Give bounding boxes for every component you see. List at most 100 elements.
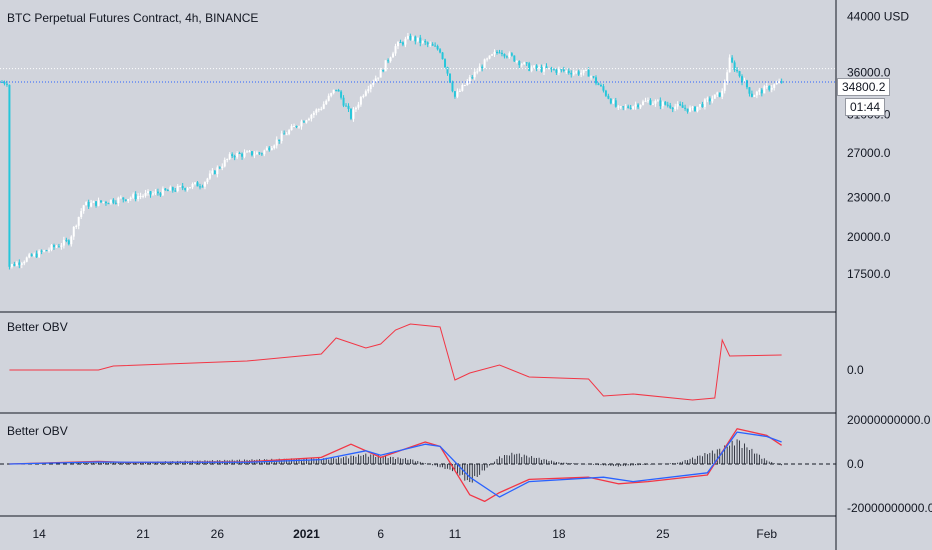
candle-body bbox=[493, 51, 496, 55]
candle-body bbox=[401, 42, 404, 45]
candle-body bbox=[1, 81, 3, 83]
candle-body bbox=[77, 216, 80, 226]
candle-body bbox=[67, 240, 70, 245]
candle-body bbox=[25, 257, 28, 262]
candle-body bbox=[151, 193, 154, 195]
candle-body bbox=[614, 100, 617, 107]
candle-body bbox=[434, 45, 437, 47]
candle-body bbox=[352, 109, 355, 119]
candle-body bbox=[713, 94, 716, 99]
candle-body bbox=[95, 201, 98, 206]
macd-line bbox=[9, 428, 782, 503]
candle-body bbox=[300, 121, 303, 127]
candle-body bbox=[347, 105, 350, 109]
candle-body bbox=[530, 67, 533, 71]
candle-body bbox=[194, 182, 197, 184]
candle-body bbox=[748, 87, 751, 94]
candle-body bbox=[268, 147, 271, 151]
candle-body bbox=[38, 250, 41, 258]
candle-body bbox=[349, 108, 352, 119]
candle-body bbox=[723, 82, 726, 91]
candle-body bbox=[13, 264, 16, 266]
candle-body bbox=[372, 82, 375, 85]
candle-body bbox=[295, 125, 298, 128]
candle-body bbox=[397, 42, 399, 47]
chart-title: BTC Perpetual Futures Contract, 4h, BINA… bbox=[7, 11, 259, 25]
candle-body bbox=[639, 104, 642, 108]
candle-body bbox=[669, 105, 672, 108]
candle-body bbox=[770, 87, 773, 90]
candle-body bbox=[70, 236, 73, 245]
candle-body bbox=[500, 52, 503, 55]
candle-body bbox=[595, 77, 597, 84]
candle-body bbox=[463, 85, 466, 87]
candle-body bbox=[377, 77, 380, 79]
candle-body bbox=[577, 71, 580, 75]
candle-body bbox=[92, 201, 95, 203]
candle-body bbox=[307, 118, 310, 121]
candle-body bbox=[471, 77, 474, 79]
candle-body bbox=[90, 202, 93, 207]
candle-body bbox=[302, 121, 305, 123]
candle-body bbox=[369, 84, 372, 90]
candle-body bbox=[72, 226, 75, 237]
candle-body bbox=[632, 106, 635, 109]
candle-body bbox=[191, 183, 194, 188]
candle-body bbox=[364, 91, 367, 96]
candle-body bbox=[612, 100, 615, 104]
candle-body bbox=[203, 182, 206, 187]
obv-line bbox=[9, 323, 782, 401]
indicator1-title: Better OBV bbox=[7, 320, 68, 334]
candle-body bbox=[317, 109, 320, 111]
last-price-box: 34800.2 bbox=[837, 78, 891, 96]
candle-body bbox=[154, 191, 157, 194]
candle-body bbox=[691, 106, 694, 108]
price-axis-tick: 23000.0 bbox=[847, 191, 891, 205]
candle-body bbox=[379, 70, 382, 78]
candle-body bbox=[114, 202, 117, 204]
candle-body bbox=[627, 106, 630, 108]
candle-body bbox=[62, 239, 65, 246]
candle-body bbox=[134, 194, 137, 200]
candle-body bbox=[689, 107, 692, 112]
candle-body bbox=[444, 59, 447, 68]
candle-body bbox=[109, 199, 112, 204]
candle-body bbox=[515, 61, 518, 63]
candle-body bbox=[80, 211, 83, 217]
candle-body bbox=[280, 133, 283, 142]
candle-body bbox=[535, 65, 538, 69]
candle-body bbox=[139, 195, 142, 197]
candle-body bbox=[218, 167, 221, 169]
candle-body bbox=[137, 196, 140, 200]
candle-body bbox=[466, 81, 469, 86]
candle-body bbox=[666, 104, 669, 106]
candle-body bbox=[233, 156, 236, 158]
candle-body bbox=[488, 55, 491, 59]
candle-body bbox=[124, 199, 127, 201]
candle-body bbox=[738, 71, 741, 77]
candle-body bbox=[768, 86, 771, 90]
candle-body bbox=[448, 73, 451, 83]
candle-body bbox=[419, 37, 422, 43]
candle-body bbox=[753, 95, 756, 97]
candle-body bbox=[518, 61, 521, 66]
candle-body bbox=[320, 108, 323, 110]
candle-body bbox=[166, 190, 169, 192]
candle-body bbox=[659, 100, 662, 107]
candle-body bbox=[85, 202, 88, 206]
candle-body bbox=[285, 134, 288, 136]
candle-body bbox=[718, 92, 721, 97]
candle-body bbox=[20, 263, 23, 265]
candle-body bbox=[624, 106, 627, 108]
candle-body bbox=[250, 151, 253, 156]
candle-body bbox=[547, 67, 550, 69]
candle-body bbox=[587, 69, 590, 77]
price-axis-tick: 20000.0 bbox=[847, 230, 891, 244]
candle-body bbox=[156, 191, 159, 194]
candle-body bbox=[342, 97, 345, 106]
candle-body bbox=[424, 40, 427, 43]
candle-body bbox=[513, 55, 516, 62]
candle-body bbox=[263, 150, 266, 155]
candle-body bbox=[223, 159, 226, 167]
